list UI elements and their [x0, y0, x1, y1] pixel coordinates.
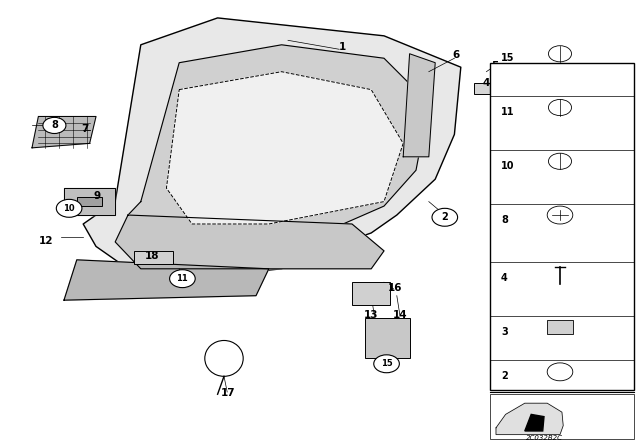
Circle shape — [56, 199, 82, 217]
Text: 8: 8 — [501, 215, 508, 224]
Text: 3: 3 — [501, 327, 508, 336]
Polygon shape — [403, 54, 435, 157]
Bar — [134, 251, 173, 264]
Circle shape — [170, 270, 195, 288]
Text: 2: 2 — [442, 212, 448, 222]
Text: 2: 2 — [501, 371, 508, 381]
Circle shape — [43, 117, 66, 134]
Polygon shape — [525, 414, 544, 431]
Text: 14: 14 — [393, 310, 407, 320]
Text: 7: 7 — [81, 124, 88, 134]
Bar — [365, 318, 410, 358]
Text: 10: 10 — [63, 204, 75, 213]
Bar — [352, 282, 390, 305]
Text: 8: 8 — [51, 121, 58, 130]
Circle shape — [432, 208, 458, 226]
Text: 12: 12 — [39, 236, 53, 246]
Text: 13: 13 — [364, 310, 378, 320]
Text: 15: 15 — [501, 53, 515, 63]
Bar — [474, 83, 499, 94]
Polygon shape — [64, 260, 269, 300]
Polygon shape — [128, 45, 429, 255]
Text: 4: 4 — [501, 273, 508, 283]
Bar — [490, 394, 634, 439]
Polygon shape — [496, 403, 563, 435]
Polygon shape — [32, 116, 96, 148]
Text: 11: 11 — [177, 274, 188, 283]
Text: 9: 9 — [93, 191, 101, 201]
Text: 2C032B2C: 2C032B2C — [526, 435, 563, 441]
Text: 4: 4 — [483, 78, 490, 88]
Bar — [547, 320, 573, 334]
Text: 15: 15 — [381, 359, 392, 368]
Text: 6: 6 — [452, 50, 460, 60]
Circle shape — [496, 69, 528, 92]
Polygon shape — [83, 18, 461, 278]
Text: 17: 17 — [221, 388, 235, 398]
Text: 11: 11 — [501, 107, 515, 117]
Polygon shape — [115, 215, 384, 269]
Text: 1: 1 — [339, 42, 346, 52]
Circle shape — [374, 355, 399, 373]
Text: 3: 3 — [509, 76, 515, 86]
Bar — [77, 197, 102, 206]
Text: 10: 10 — [501, 161, 515, 171]
Text: 18: 18 — [145, 251, 159, 261]
Polygon shape — [64, 188, 115, 215]
Polygon shape — [166, 72, 403, 224]
Bar — [490, 63, 634, 390]
Text: 5: 5 — [491, 61, 499, 71]
Text: 16: 16 — [388, 283, 403, 293]
